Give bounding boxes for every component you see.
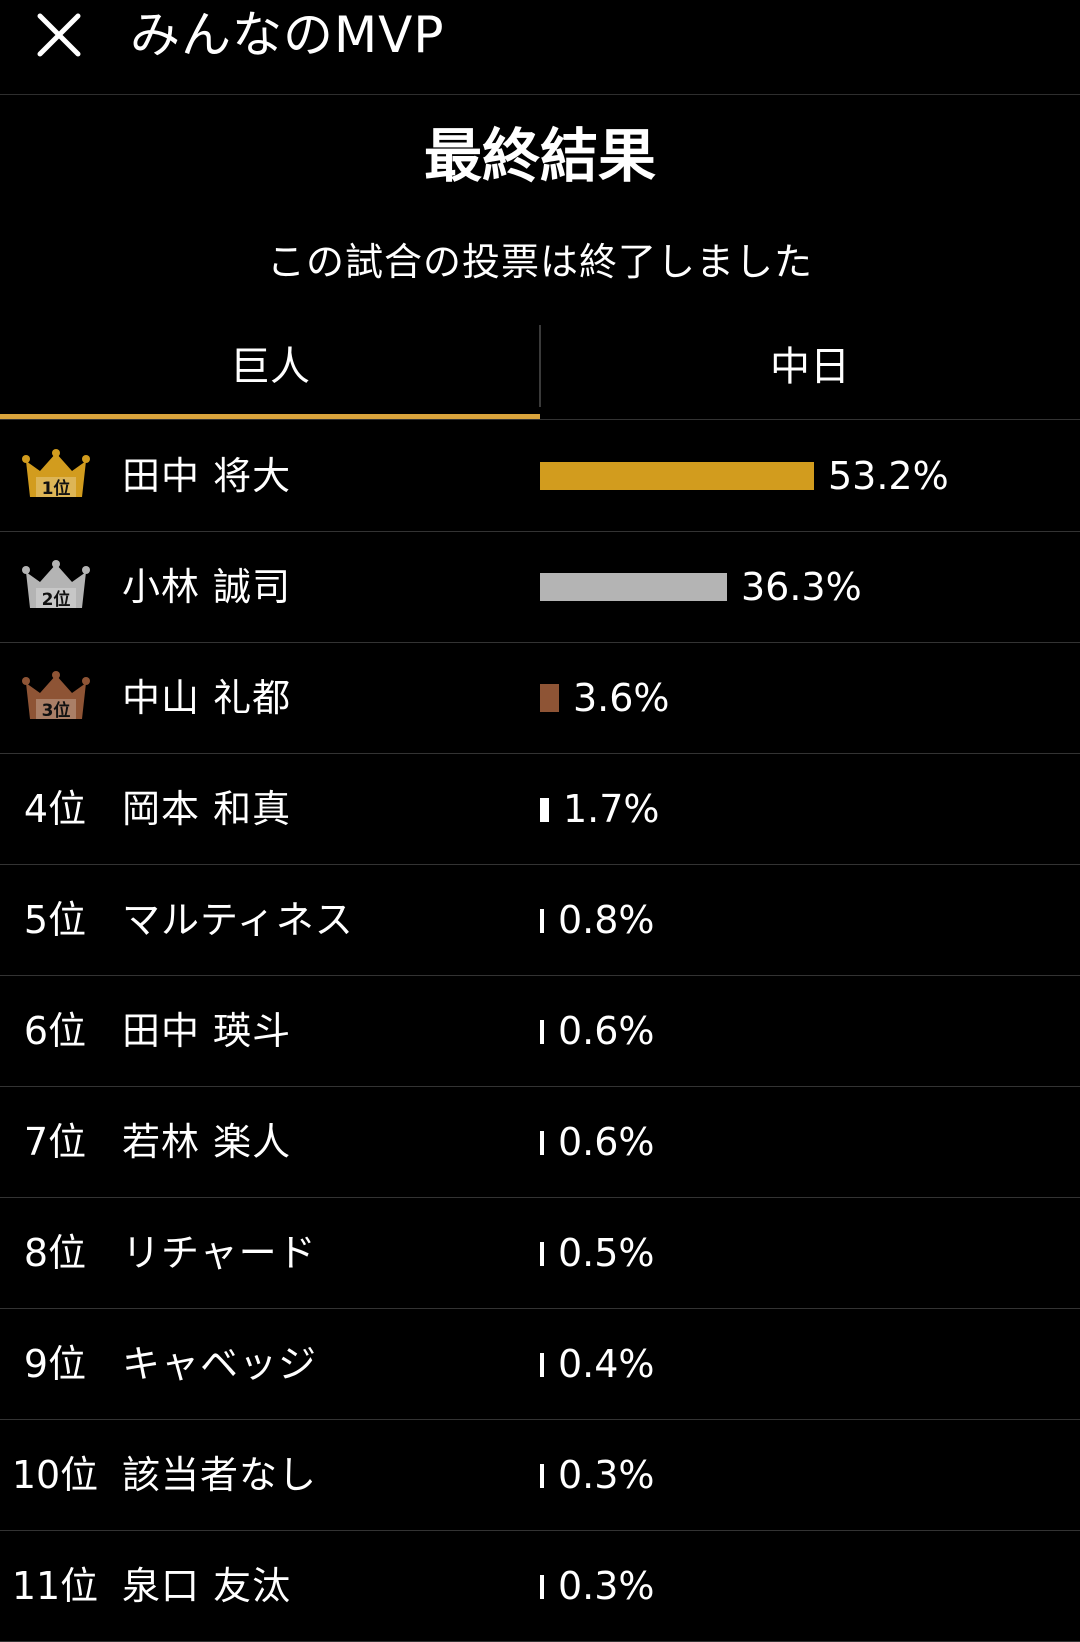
rank-label: 11位 xyxy=(11,1564,99,1608)
ranking-row[interactable]: 7位 若林 楽人 0.6% xyxy=(0,1087,1080,1198)
rank-label: 9位 xyxy=(23,1342,87,1386)
player-name: キャベッジ xyxy=(122,1342,318,1386)
vote-bar xyxy=(540,798,549,822)
ranking-row[interactable]: 11位 泉口 友汰 0.3% xyxy=(0,1531,1080,1642)
crown-rank-label: 2位 xyxy=(42,589,71,610)
vote-percent: 0.4% xyxy=(558,1342,655,1386)
silver-crown-icon: 2位 xyxy=(22,560,90,612)
vote-percent: 0.5% xyxy=(558,1231,655,1275)
vote-percent: 36.3% xyxy=(741,565,862,609)
vote-bar xyxy=(540,1242,544,1266)
close-button[interactable] xyxy=(30,6,90,66)
vote-bar xyxy=(540,1464,544,1488)
player-name: 泉口 友汰 xyxy=(122,1564,292,1608)
ranking-row[interactable]: 2位 小林 誠司 36.3% xyxy=(0,532,1080,643)
player-name: 岡本 和真 xyxy=(122,787,292,831)
player-name: 田中 瑛斗 xyxy=(122,1009,292,1053)
crown-rank-label: 3位 xyxy=(42,700,71,721)
active-tab-indicator xyxy=(0,414,540,419)
vote-bar xyxy=(540,1575,544,1599)
rank-label: 7位 xyxy=(23,1120,87,1164)
ranking-row[interactable]: 3位 中山 礼都 3.6% xyxy=(0,643,1080,754)
app-title: みんなのMVP xyxy=(130,6,445,64)
player-name: 田中 将大 xyxy=(122,454,292,498)
rank-label: 6位 xyxy=(23,1009,87,1053)
vote-percent: 53.2% xyxy=(828,454,949,498)
vote-percent: 1.7% xyxy=(563,787,660,831)
player-name: 若林 楽人 xyxy=(122,1120,292,1164)
rank-label: 8位 xyxy=(23,1231,87,1275)
vote-bar xyxy=(540,573,727,601)
vote-bar xyxy=(540,684,559,712)
vote-percent: 0.3% xyxy=(558,1564,655,1608)
player-name: 小林 誠司 xyxy=(122,565,292,609)
player-name: 該当者なし xyxy=(122,1453,318,1497)
tab-dragons[interactable]: 中日 xyxy=(770,344,850,390)
vote-bar xyxy=(540,1131,544,1155)
ranking-row[interactable]: 1位 田中 将大 53.2% xyxy=(0,421,1080,532)
ranking-row[interactable]: 5位 マルティネス 0.8% xyxy=(0,865,1080,976)
ranking-row[interactable]: 8位 リチャード 0.5% xyxy=(0,1198,1080,1309)
gold-crown-icon: 1位 xyxy=(22,449,90,501)
vote-percent: 0.3% xyxy=(558,1453,655,1497)
player-name: リチャード xyxy=(122,1231,317,1275)
vote-percent: 0.6% xyxy=(558,1009,655,1053)
result-title: 最終結果 xyxy=(423,122,656,190)
vote-percent: 3.6% xyxy=(573,676,670,720)
ranking-list: 1位 田中 将大 53.2% 2位 小林 誠司 36.3% 3位 中山 礼都 3.6% 4位 岡本 … xyxy=(0,421,1080,1642)
ranking-row[interactable]: 6位 田中 瑛斗 0.6% xyxy=(0,976,1080,1087)
voting-status: この試合の投票は終了しました xyxy=(266,240,813,284)
rank-label: 5位 xyxy=(23,898,87,942)
rank-label: 4位 xyxy=(23,787,87,831)
bronze-crown-icon: 3位 xyxy=(22,671,90,723)
player-name: マルティネス xyxy=(122,898,354,942)
ranking-row[interactable]: 10位 該当者なし 0.3% xyxy=(0,1420,1080,1531)
top-bar: みんなのMVP xyxy=(0,0,1080,95)
ranking-row[interactable]: 9位 キャベッジ 0.4% xyxy=(0,1309,1080,1420)
crown-rank-label: 1位 xyxy=(42,478,71,499)
vote-bar xyxy=(540,1353,544,1377)
tab-divider xyxy=(539,325,541,407)
player-name: 中山 礼都 xyxy=(122,676,292,720)
vote-percent: 0.8% xyxy=(558,898,655,942)
vote-bar xyxy=(540,462,814,490)
vote-percent: 0.6% xyxy=(558,1120,655,1164)
vote-bar xyxy=(540,909,544,933)
team-tabs: 巨人 中日 xyxy=(0,325,1080,420)
rank-label: 10位 xyxy=(11,1453,99,1497)
tab-giants[interactable]: 巨人 xyxy=(230,344,310,390)
ranking-row[interactable]: 4位 岡本 和真 1.7% xyxy=(0,754,1080,865)
vote-bar xyxy=(540,1020,544,1044)
close-icon xyxy=(37,13,81,57)
